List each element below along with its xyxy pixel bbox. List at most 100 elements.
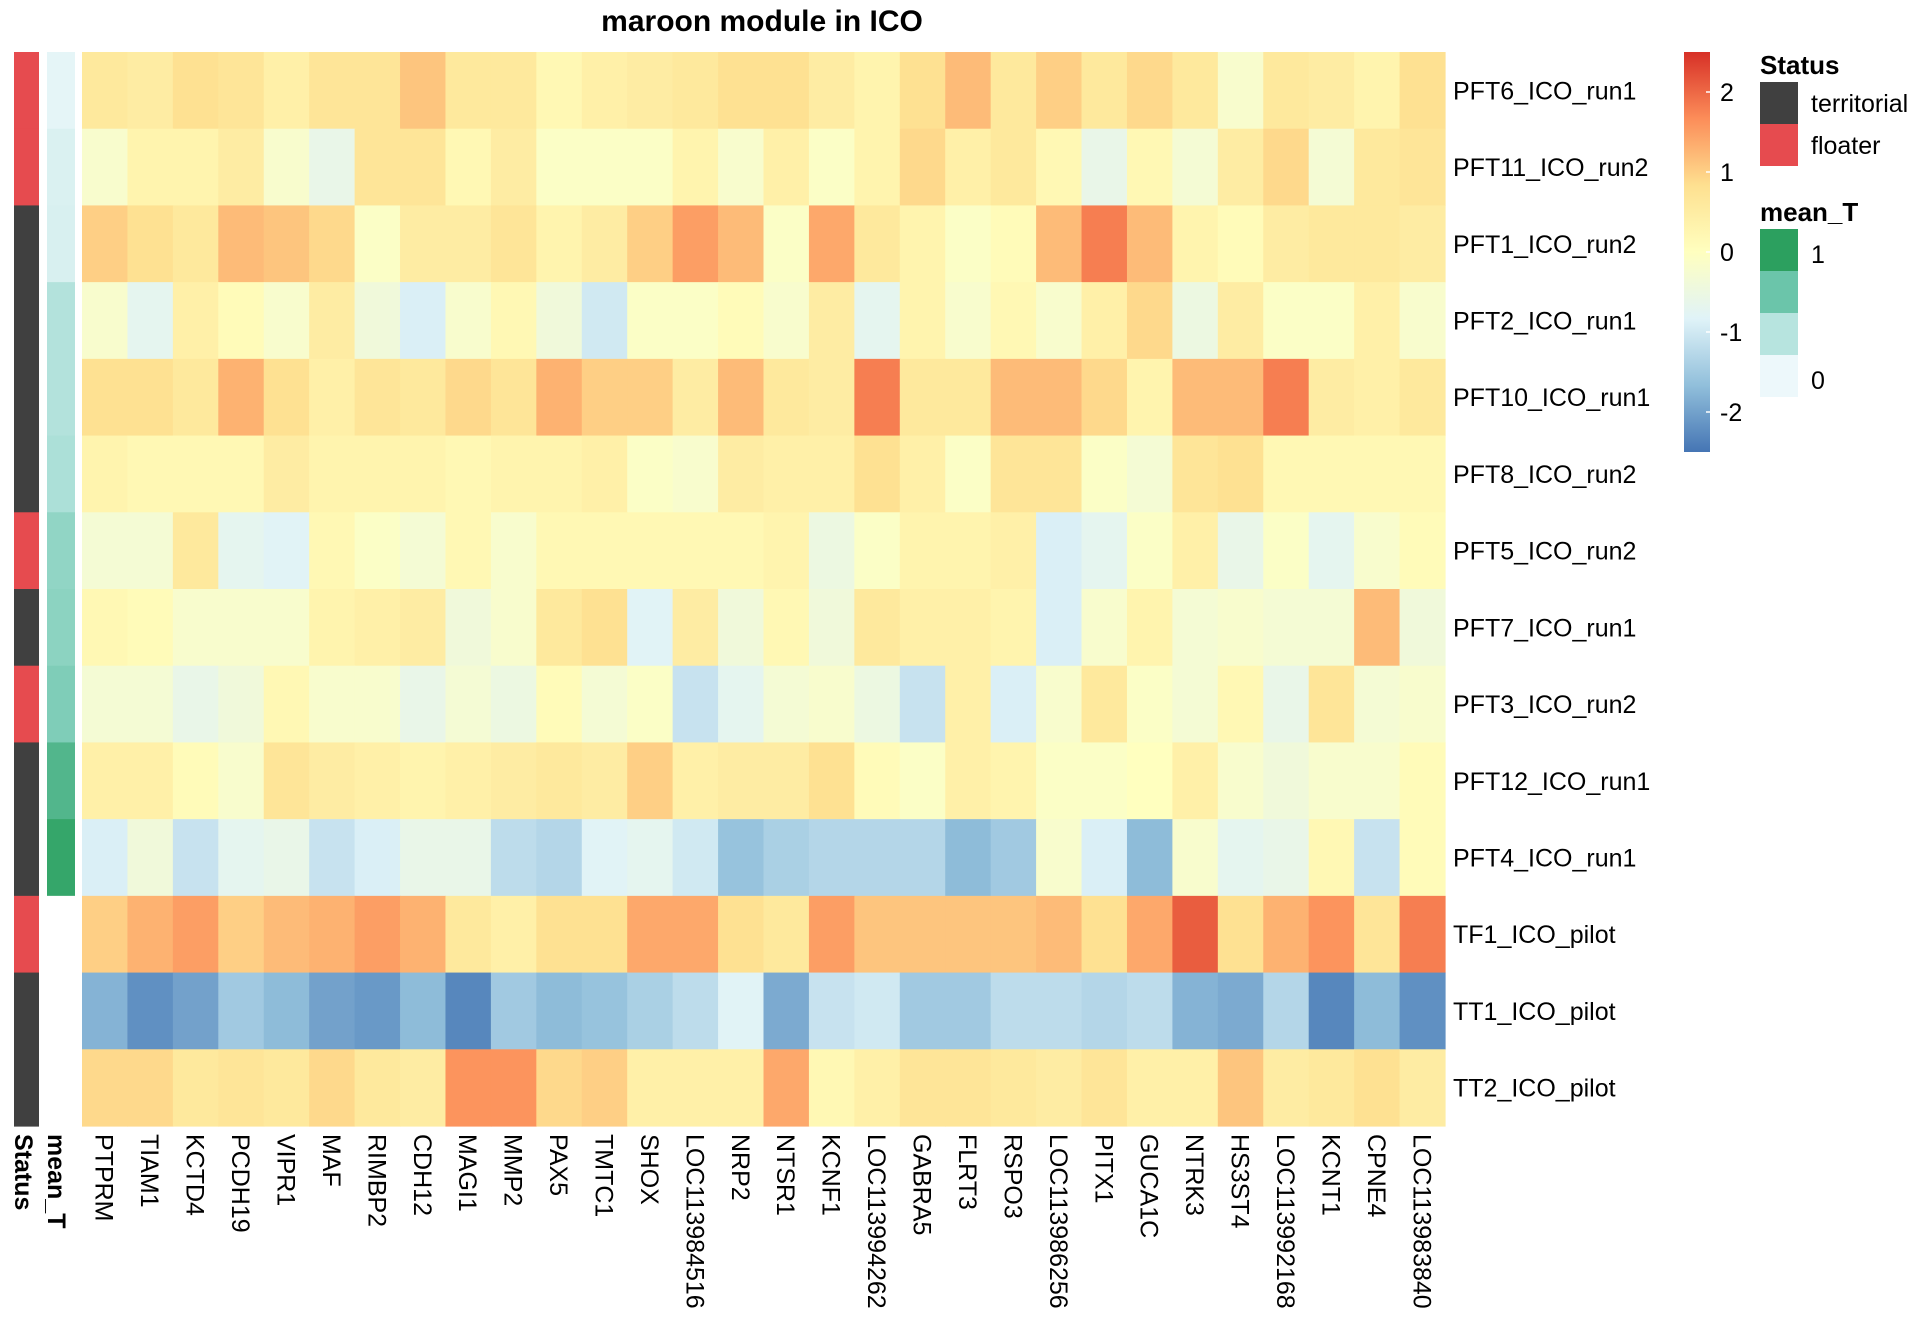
heatmap-cell — [1399, 972, 1446, 1050]
heatmap-cell — [763, 52, 810, 130]
heatmap-cell — [1126, 665, 1173, 744]
heatmap-cell — [808, 512, 855, 590]
heatmap-cell — [990, 895, 1037, 974]
heatmap-cell — [1263, 589, 1310, 667]
mean-t-cell — [47, 435, 75, 513]
heatmap-cell — [1126, 52, 1173, 130]
heatmap-cell — [1354, 128, 1401, 207]
heatmap-cell — [945, 1049, 992, 1127]
heatmap-cell — [309, 589, 356, 667]
heatmap-cell — [400, 895, 447, 974]
heatmap-cell — [581, 128, 628, 207]
heatmap-cell — [1354, 512, 1401, 590]
heatmap-cell — [899, 282, 946, 360]
heatmap-cell — [1399, 205, 1446, 283]
heatmap-cell — [490, 512, 537, 590]
column-label: TIAM1 — [135, 1134, 163, 1208]
heatmap-cell — [854, 512, 901, 590]
heatmap-cell — [354, 512, 401, 590]
heatmap-cell — [718, 819, 765, 897]
heatmap-cell — [1081, 128, 1128, 207]
heatmap-cell — [1172, 512, 1219, 590]
heatmap-cell — [945, 895, 992, 974]
heatmap-cell — [1217, 742, 1264, 820]
heatmap-cell — [854, 282, 901, 360]
heatmap-cell — [82, 435, 129, 513]
heatmap-cell — [1308, 742, 1355, 820]
heatmap-cell — [490, 819, 537, 897]
heatmap-cell — [172, 819, 219, 897]
heatmap-cell — [627, 435, 674, 513]
color-scale-ticks: 2 1 0 -1 -2 — [1706, 79, 1742, 427]
heatmap-cell — [1217, 972, 1264, 1050]
heatmap-cell — [354, 358, 401, 437]
heatmap-cell — [990, 819, 1037, 897]
heatmap-cell — [1081, 512, 1128, 590]
heatmap-cell — [1399, 512, 1446, 590]
heatmap-cell — [945, 819, 992, 897]
heatmap-cell — [354, 819, 401, 897]
heatmap-cell — [1399, 589, 1446, 667]
heatmap-cell — [1354, 435, 1401, 513]
row-label: PFT5_ICO_run2 — [1453, 538, 1636, 566]
color-scale-tick-label: -1 — [1720, 319, 1742, 347]
heatmap-cell — [581, 819, 628, 897]
heatmap-cell — [1263, 972, 1310, 1050]
heatmap-cell — [536, 1049, 583, 1127]
heatmap-cell — [899, 435, 946, 513]
color-scale-gradient — [1684, 52, 1710, 452]
heatmap-cell — [627, 895, 674, 974]
heatmap-cell — [1172, 1049, 1219, 1127]
heatmap-cell — [263, 589, 310, 667]
status-cell — [14, 358, 39, 437]
heatmap-cell — [1036, 205, 1083, 283]
status-cell — [14, 665, 39, 744]
heatmap-cell — [82, 742, 129, 820]
heatmap-cell — [1308, 435, 1355, 513]
heatmap-cell — [672, 972, 719, 1050]
heatmap-cell — [354, 742, 401, 820]
heatmap-cell — [1308, 819, 1355, 897]
heatmap-cell — [82, 589, 129, 667]
heatmap-cell — [1081, 589, 1128, 667]
heatmap-cell — [490, 589, 537, 667]
heatmap-cell — [1081, 665, 1128, 744]
heatmap-cell — [763, 128, 810, 207]
column-label: KCTD4 — [181, 1134, 209, 1216]
row-label: PFT7_ICO_run1 — [1453, 614, 1636, 642]
heatmap-cell — [627, 358, 674, 437]
heatmap-cell — [945, 358, 992, 437]
row-label: PFT1_ICO_run2 — [1453, 231, 1636, 259]
status-cell — [14, 128, 39, 207]
heatmap-cell — [854, 665, 901, 744]
heatmap-cell — [899, 205, 946, 283]
color-scale-tick-label: 0 — [1720, 239, 1734, 267]
status-legend: Status — [1760, 50, 1839, 80]
column-label: KCNF1 — [817, 1134, 845, 1216]
heatmap-cell — [1308, 205, 1355, 283]
heatmap-cell — [127, 282, 174, 360]
mean-t-legend: mean_T — [1760, 197, 1858, 227]
status-cell — [14, 1049, 39, 1127]
heatmap-cell — [536, 512, 583, 590]
heatmap-cell — [82, 895, 129, 974]
mean-t-cell — [47, 1049, 75, 1127]
heatmap-cell — [490, 435, 537, 513]
heatmap-cell — [763, 972, 810, 1050]
column-label: MAF — [317, 1134, 345, 1187]
heatmap-cell — [82, 205, 129, 283]
heatmap-cell — [1308, 282, 1355, 360]
heatmap-cell — [1172, 358, 1219, 437]
heatmap-cell — [400, 205, 447, 283]
heatmap-cell — [536, 742, 583, 820]
heatmap-cell — [854, 128, 901, 207]
heatmap-cell — [718, 895, 765, 974]
heatmap-cell — [899, 1049, 946, 1127]
heatmap-cell — [581, 358, 628, 437]
color-scale-tick-label: 1 — [1720, 159, 1734, 187]
heatmap-cell — [400, 665, 447, 744]
heatmap-cell — [172, 512, 219, 590]
heatmap-cell — [763, 819, 810, 897]
heatmap-cell — [536, 282, 583, 360]
